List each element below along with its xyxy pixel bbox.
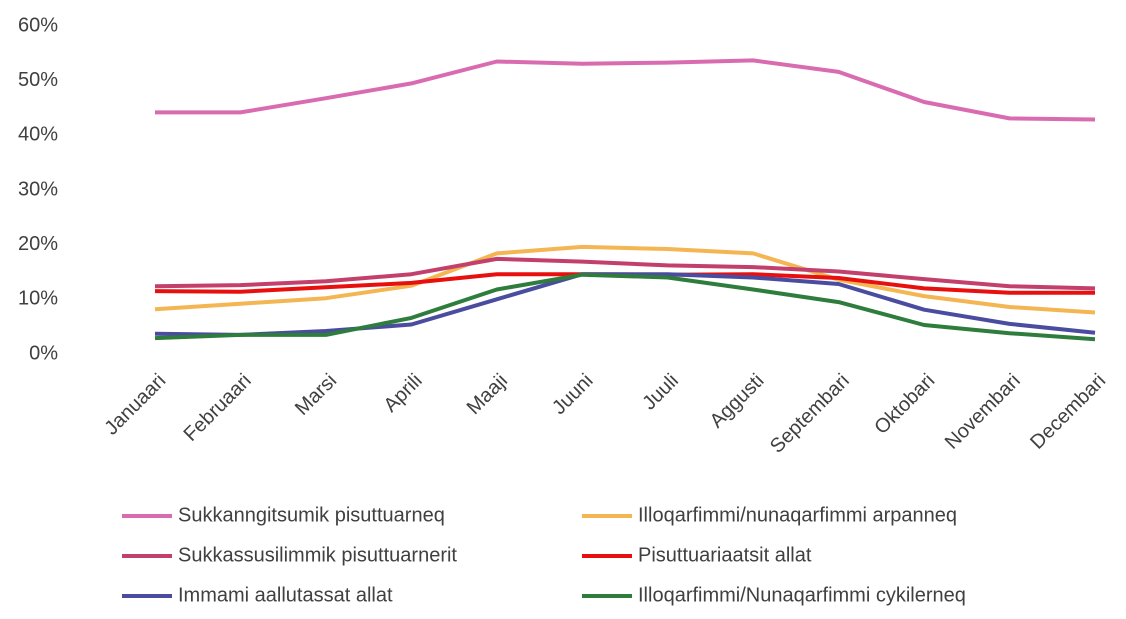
x-tick-label: Aprili <box>380 370 427 417</box>
x-tick-label: Februaari <box>180 370 256 446</box>
legend-label: Immami aallutassat allat <box>178 584 393 606</box>
y-tick-label: 10% <box>18 288 58 310</box>
x-tick-label: Marsi <box>291 370 341 420</box>
series-line <box>154 256 1096 291</box>
series-line <box>154 244 1096 315</box>
y-tick-label: 60% <box>18 14 58 36</box>
y-tick-label: 30% <box>18 178 58 200</box>
series-line <box>154 272 1096 342</box>
x-tick-label: Maaji <box>463 370 512 419</box>
y-tick-label: 50% <box>18 69 58 91</box>
legend-label: Sukkassusilimmik pisuttuarnerit <box>178 544 457 566</box>
x-tick-label: Juuli <box>638 370 683 415</box>
y-tick-label: 0% <box>29 342 58 364</box>
legend-label: Pisuttuariaatsit allat <box>638 544 812 566</box>
x-tick-label: Decembari <box>1026 370 1110 454</box>
x-tick-label: Septembari <box>766 370 854 458</box>
series-line <box>155 58 1096 122</box>
y-tick-label: 20% <box>18 233 58 255</box>
x-tick-label: Juuni <box>548 370 597 419</box>
y-tick-label: 40% <box>18 124 58 146</box>
x-tick-label: Oktobari <box>870 370 939 439</box>
x-tick-label: Aggusti <box>706 370 769 433</box>
legend-label: Illoqarfimmi/nunaqarfimmi arpanneq <box>638 504 957 526</box>
x-tick-label: Januaari <box>100 370 170 440</box>
legend-label: Illoqarfimmi/Nunaqarfimmi cykilerneq <box>638 584 966 606</box>
x-tick-label: Novembari <box>941 370 1025 454</box>
legend-label: Sukkanngitsumik pisuttuarneq <box>178 504 445 526</box>
